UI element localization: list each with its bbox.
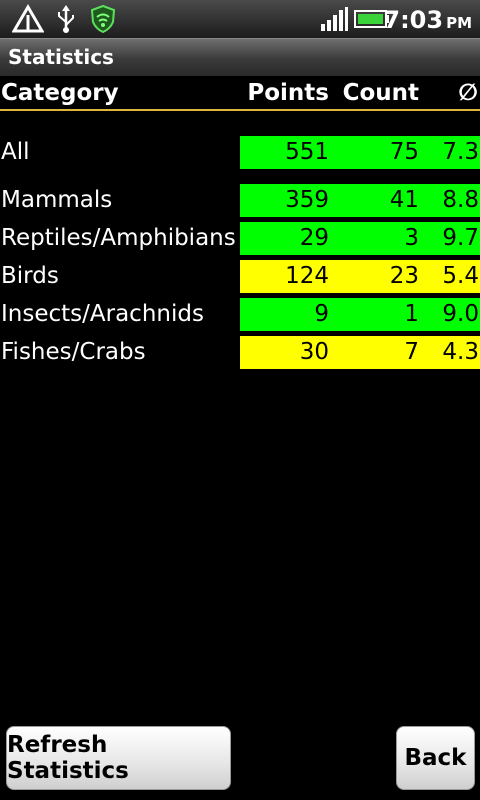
table-row: Birds 124 23 5.4: [0, 260, 480, 293]
table-row: All 551 75 7.3: [0, 136, 480, 169]
wifi-shield-icon: [90, 4, 116, 38]
row-values: 30 7 4.3: [240, 336, 480, 369]
usb-icon: [54, 4, 78, 38]
table-row: Insects/Arachnids 9 1 9.0: [0, 298, 480, 331]
header-count: Count: [342, 80, 419, 106]
row-points: 124: [285, 263, 329, 289]
table-row: Reptiles/Amphibians 29 3 9.7: [0, 222, 480, 255]
row-category: Mammals: [1, 187, 113, 213]
row-average: 4.3: [442, 339, 479, 365]
battery-icon: [354, 4, 390, 38]
table-header: Category Points Count ∅: [0, 78, 480, 108]
refresh-statistics-button[interactable]: Refresh Statistics: [6, 726, 231, 790]
row-values: 359 41 8.8: [240, 184, 480, 217]
row-category: Reptiles/Amphibians: [1, 225, 236, 251]
header-category: Category: [1, 80, 119, 106]
page-title: Statistics: [8, 45, 114, 69]
row-values: 551 75 7.3: [240, 136, 480, 169]
row-values: 124 23 5.4: [240, 260, 480, 293]
title-bar: Statistics: [0, 38, 480, 76]
row-points: 551: [285, 139, 329, 165]
row-category: Insects/Arachnids: [1, 301, 204, 327]
row-category: Birds: [1, 263, 59, 289]
row-count: 7: [404, 339, 419, 365]
header-divider: [0, 109, 480, 111]
row-count: 75: [389, 139, 419, 165]
row-average: 9.7: [442, 225, 479, 251]
header-average: ∅: [458, 80, 478, 106]
row-points: 29: [299, 225, 329, 251]
row-category: Fishes/Crabs: [1, 339, 146, 365]
row-average: 7.3: [442, 139, 479, 165]
row-average: 8.8: [442, 187, 479, 213]
row-average: 9.0: [442, 301, 479, 327]
row-points: 359: [285, 187, 329, 213]
clock-ampm: PM: [446, 14, 472, 32]
back-button[interactable]: Back: [396, 726, 475, 790]
row-points: 30: [299, 339, 329, 365]
row-count: 23: [389, 263, 419, 289]
status-bar: 7:03 PM: [0, 0, 480, 38]
clock: 7:03 PM: [383, 5, 472, 35]
row-count: 3: [404, 225, 419, 251]
signal-icon: [320, 4, 348, 38]
alert-triangle-icon: [11, 4, 45, 38]
header-points: Points: [247, 80, 329, 106]
clock-time: 7:03: [383, 6, 444, 34]
row-average: 5.4: [442, 263, 479, 289]
row-count: 41: [389, 187, 419, 213]
row-count: 1: [404, 301, 419, 327]
table-row: Fishes/Crabs 30 7 4.3: [0, 336, 480, 369]
row-points: 9: [314, 301, 329, 327]
row-values: 9 1 9.0: [240, 298, 480, 331]
row-category: All: [1, 139, 30, 165]
row-values: 29 3 9.7: [240, 222, 480, 255]
table-row: Mammals 359 41 8.8: [0, 184, 480, 217]
